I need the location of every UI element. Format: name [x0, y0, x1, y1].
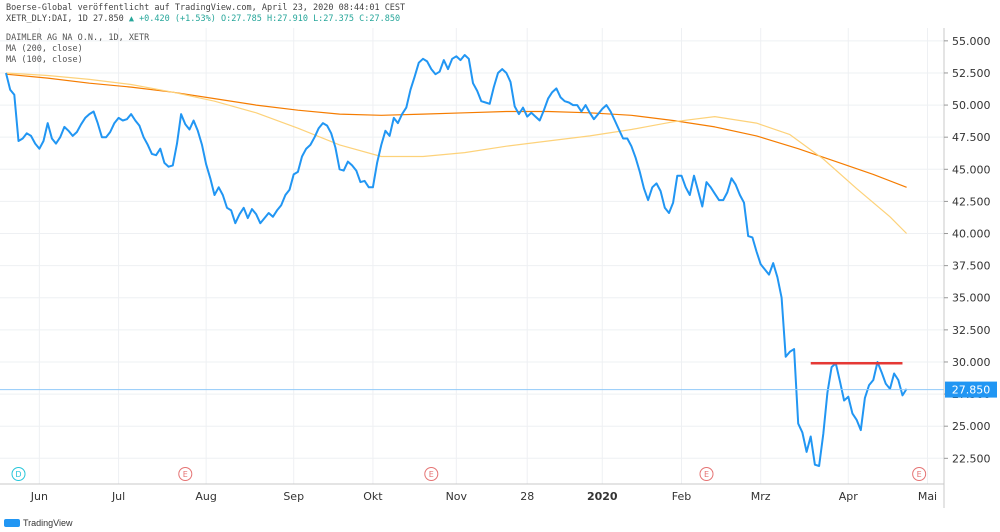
earnings-marker: [424, 467, 439, 481]
earnings-marker-label: E: [917, 470, 922, 479]
y-tick-label: 50.000: [952, 99, 991, 112]
x-tick-label: Mrz: [751, 490, 771, 503]
earnings-marker: [178, 467, 193, 481]
current-price-badge: [945, 381, 997, 398]
moving-averages: [5, 72, 908, 234]
series-line-ma100: [5, 72, 908, 234]
x-tick-label: 2020: [587, 490, 618, 503]
y-tick-label: 25.000: [952, 420, 991, 433]
legend-ma100[interactable]: MA (100, close): [6, 55, 83, 65]
time-axis[interactable]: Jun Jul Aug Sep Okt Nov 28 2020 Feb Mrz Apr Mai: [30, 490, 937, 503]
earnings-marker-label: E: [183, 470, 188, 479]
series-line-ma200: [5, 73, 907, 188]
ohlc-values: O:27.785 H:27.910 L:27.375 C:27.850: [220, 14, 401, 24]
chart-grid: [0, 28, 944, 484]
price-change: ▲ +0.420 (+1.53%): [128, 14, 216, 24]
x-tick-label: Nov: [446, 490, 468, 503]
dividend-marker-label: D: [15, 470, 21, 479]
y-tick-label: 32.500: [952, 324, 991, 337]
x-tick-label: Jul: [111, 490, 125, 503]
x-tick-label: Jun: [30, 490, 48, 503]
legend-instrument[interactable]: DAIMLER AG NA O.N., 1D, XETR: [6, 33, 150, 43]
earnings-marker-label: E: [429, 470, 434, 479]
current-price-label: 27.850: [952, 384, 991, 397]
y-tick-label: 42.500: [952, 195, 991, 208]
x-tick-label: Sep: [283, 490, 304, 503]
chart-overlay: [0, 362, 944, 391]
legend-ma200[interactable]: MA (200, close): [6, 44, 83, 54]
earnings-marker-label: E: [704, 470, 709, 479]
y-tick-label: 37.500: [952, 260, 991, 273]
y-tick-label: 45.000: [952, 163, 991, 176]
y-tick-label: 40.000: [952, 228, 991, 241]
dividend-marker: [11, 467, 26, 481]
y-tick-label: 55.000: [952, 35, 991, 48]
x-tick-label: Apr: [839, 490, 859, 503]
tradingview-label: TradingView: [23, 518, 73, 528]
x-tick-label: Aug: [195, 490, 216, 503]
x-tick-label: 28: [520, 490, 534, 503]
price-series: [5, 54, 908, 467]
y-tick-label: 30.000: [952, 356, 991, 369]
tradingview-logo-icon: [4, 519, 20, 527]
y-tick-label: 52.500: [952, 67, 991, 80]
x-tick-label: Mai: [918, 490, 937, 503]
series-line-price: [5, 54, 908, 467]
symbol-quote: XETR_DLY:DAI, 1D 27.850: [6, 14, 124, 24]
tradingview-branding[interactable]: TradingView: [4, 518, 73, 528]
y-tick-label: 35.000: [952, 292, 991, 305]
symbol-quote-line: XETR_DLY:DAI, 1D 27.850 ▲ +0.420 (+1.53%…: [6, 14, 400, 24]
x-tick-label: Okt: [363, 490, 383, 503]
publisher-line: Boerse-Global veröffentlicht auf Trading…: [6, 3, 406, 13]
x-tick-label: Feb: [672, 490, 691, 503]
price-axis[interactable]: 22.50025.00027.50030.00032.50035.00037.5…: [944, 35, 997, 465]
earnings-marker: [912, 467, 927, 481]
y-tick-label: 47.500: [952, 131, 991, 144]
y-tick-label: 22.500: [952, 452, 991, 465]
earnings-marker: [699, 467, 714, 481]
